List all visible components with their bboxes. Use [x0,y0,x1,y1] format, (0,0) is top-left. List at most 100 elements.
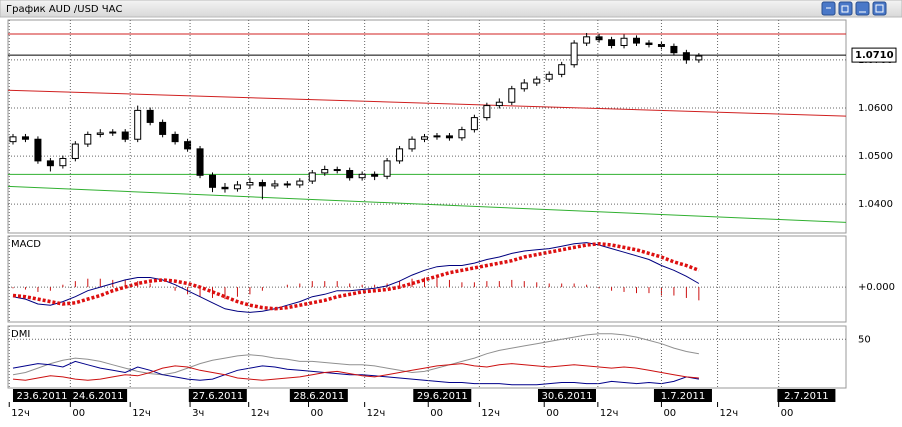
candle-body [508,88,516,103]
date-box [653,389,712,402]
x-tick-label: 00 [663,408,676,419]
indicator-line [12,363,699,381]
trend-line [7,185,847,223]
date-box [289,389,348,402]
window-title: График AUD /USD ЧАС [6,4,122,15]
candle-body [545,73,553,80]
candle-body [445,135,453,139]
date-box [413,389,472,402]
y-tick-label: 1.0600 [858,103,893,114]
candle-body [221,186,229,190]
candle-body [233,184,241,190]
date-box [12,389,71,402]
y-tick-label: 1.0500 [858,151,893,162]
candle-body [595,36,603,41]
x-tick-label: 12ч [481,408,500,419]
candle-body [346,169,354,179]
y-tick-label: 1.0400 [858,199,893,210]
x-tick-label: 00 [430,408,443,419]
x-tick-label: 3ч [192,408,204,419]
candle-body [620,37,628,46]
candle-body [583,36,591,44]
date-label: 23.6.2011 [17,391,68,402]
date-box [537,389,596,402]
window-buttons [821,1,887,16]
maximize-button[interactable] [872,1,887,16]
minimize-button[interactable] [855,1,870,16]
x-tick-label: 12ч [251,408,270,419]
x-tick-label: 12ч [132,408,151,419]
candle-body [71,143,79,159]
candle-body [296,180,304,186]
candle-body [21,136,29,140]
candle-body [633,37,640,44]
candle-body [321,169,329,174]
candle-body [146,109,154,123]
x-tick-label: 12ч [367,408,386,419]
candle-body [134,109,142,140]
last-price-box [851,47,897,63]
x-tick-label: 00 [311,408,324,419]
candle-body [109,131,117,134]
button-icons [826,4,884,13]
candle-body [645,42,653,46]
candle-body [520,82,528,90]
trend-line [7,89,847,117]
candle-body [283,183,291,186]
candle-body [408,138,416,150]
candle-body [59,157,67,167]
candle-body [258,182,266,187]
candle-body [271,183,279,187]
candle-body [483,105,491,119]
candle-body [570,42,578,66]
candle-body [308,172,316,182]
candle-body [184,141,192,150]
date-box [188,389,247,402]
candle-body [371,173,379,177]
candle-body [433,135,441,138]
indicator-line [12,333,699,376]
date-label: 2.7.2011 [784,391,829,402]
panel-title: MACD [11,239,41,250]
date-label: 1.7.2011 [661,391,706,402]
restore-button[interactable] [838,1,853,16]
date-box [69,389,128,402]
candle-body [458,129,466,139]
candle-body [396,148,404,162]
candle-body [608,39,616,46]
panel [7,19,847,234]
candle-body [159,121,167,135]
x-tick-label: 12ч [600,408,619,419]
candle-body [46,160,54,167]
candle-body [495,101,503,107]
date-label: 29.6.2011 [417,391,468,402]
signal-line [12,242,700,311]
candle-body [333,169,341,172]
y-tick-label: +0.000 [858,282,895,293]
candle-body [383,160,391,177]
last-price-label: 1.0710 [855,50,894,61]
indicator-line [12,242,700,313]
candle-body [558,64,566,75]
panel [7,325,847,389]
panel-title: DMI [11,329,30,340]
date-label: 30.6.2011 [542,391,593,402]
candle-body [533,78,541,84]
candle-body [96,132,104,135]
x-tick-label: 12ч [11,408,30,419]
candle-body [9,136,17,143]
x-tick-label: 00 [72,408,85,419]
title-bar [0,0,902,18]
candle-body [121,131,129,140]
candle-body [196,148,204,176]
candle-body [209,174,217,188]
x-tick-label: 00 [781,408,794,419]
date-label: 28.6.2011 [293,391,344,402]
y-tick-label: 50 [858,334,871,345]
date-box [777,389,836,402]
date-label: 27.6.2011 [192,391,243,402]
candle-body [695,55,703,61]
candle-body [670,45,678,54]
candle-body [358,173,366,179]
